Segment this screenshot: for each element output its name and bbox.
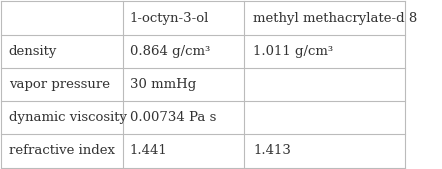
Text: 0.864 g/cm³: 0.864 g/cm³ (130, 45, 210, 58)
Text: dynamic viscosity: dynamic viscosity (9, 111, 127, 124)
Bar (1, 134, 122, 168)
Bar (1, 101, 122, 134)
Text: density: density (9, 45, 57, 58)
Bar (1, 35, 122, 68)
Bar (122, 35, 244, 68)
Bar (122, 1, 244, 35)
Bar (244, 1, 405, 35)
Bar (244, 101, 405, 134)
Text: methyl methacrylate-d 8: methyl methacrylate-d 8 (253, 11, 418, 25)
Text: 0.00734 Pa s: 0.00734 Pa s (130, 111, 216, 124)
Bar (122, 134, 244, 168)
Text: refractive index: refractive index (9, 144, 114, 158)
Text: 1.441: 1.441 (130, 144, 168, 158)
Text: 1.011 g/cm³: 1.011 g/cm³ (253, 45, 333, 58)
Bar (244, 35, 405, 68)
Text: vapor pressure: vapor pressure (9, 78, 110, 91)
Text: 30 mmHg: 30 mmHg (130, 78, 196, 91)
Text: 1.413: 1.413 (253, 144, 291, 158)
Bar (244, 68, 405, 101)
Bar (1, 1, 122, 35)
Text: 1-octyn-3-ol: 1-octyn-3-ol (130, 11, 209, 25)
Bar (244, 134, 405, 168)
Bar (122, 101, 244, 134)
Bar (122, 68, 244, 101)
Bar (1, 68, 122, 101)
